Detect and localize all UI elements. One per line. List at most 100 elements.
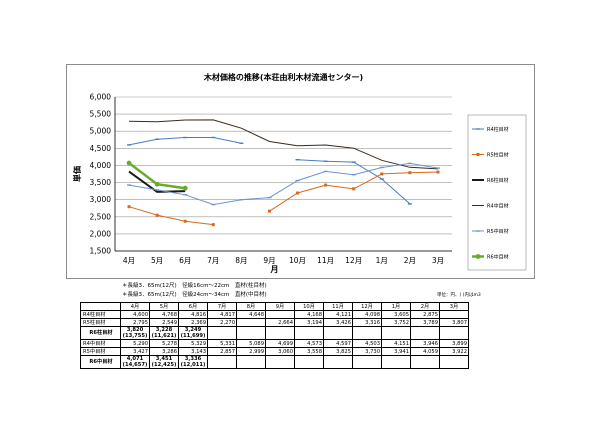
- row-label: R4柱目材: [80, 310, 121, 319]
- table-header-cell: 12月: [352, 302, 382, 311]
- y-tick-label: 2,000: [90, 229, 112, 238]
- table-cell: 3,426: [323, 318, 353, 327]
- series-line-1: [128, 137, 242, 146]
- x-axis-label: 月: [269, 265, 278, 274]
- table-header-cell: 3月: [439, 302, 469, 311]
- data-point: [211, 223, 215, 227]
- table-cell: 2,999: [236, 347, 266, 356]
- x-tick-label: 2月: [404, 256, 416, 265]
- table-cell: [381, 326, 411, 340]
- data-point: [183, 219, 187, 223]
- data-point: [182, 185, 188, 191]
- table-cell: 3,605: [381, 310, 411, 319]
- table-cell: 3,730: [352, 347, 382, 356]
- legend-marker: [476, 153, 480, 156]
- legend-label: R4柱目材: [487, 126, 509, 133]
- row-label: R6中目材: [80, 355, 121, 369]
- table-cell: 4,098: [352, 310, 382, 319]
- table-cell: 4,597: [323, 339, 353, 348]
- row-label: R4中目材: [80, 339, 121, 348]
- table-corner: [80, 302, 121, 311]
- x-tick-label: 9月: [263, 256, 275, 265]
- table-cell: 4,699: [265, 339, 295, 348]
- data-point: [127, 205, 131, 209]
- data-point: [380, 172, 384, 176]
- table-cell: 2,857: [207, 347, 237, 356]
- y-tick-label: 3,000: [90, 195, 112, 204]
- table-cell: [294, 326, 324, 340]
- table-cell: [265, 326, 295, 340]
- x-tick-label: 6月: [179, 256, 191, 265]
- table-cell: [439, 310, 469, 319]
- table-cell: 3,427: [120, 347, 150, 356]
- x-tick-label: 11月: [317, 256, 334, 265]
- table-cell: 3,922: [439, 347, 469, 356]
- table-cell: [323, 355, 353, 369]
- row-label: R5柱目材: [80, 318, 121, 327]
- table-cell: 3,752: [381, 318, 411, 327]
- table-cell: 4,768: [149, 310, 179, 319]
- row-label: R5中目材: [80, 347, 121, 356]
- cell-volume: (11,699): [180, 333, 206, 339]
- table-cell: 3,336 (12,011): [178, 355, 208, 369]
- y-tick-label: 4,500: [90, 144, 112, 153]
- y-axis-label: 単価: [72, 166, 82, 182]
- series-line-2: [128, 206, 214, 226]
- table-body: R4柱目材 4,600 4,768 4,816 4,817 4,648 4,168 4,121…: [80, 310, 469, 369]
- table-cell: 4,121: [323, 310, 353, 319]
- y-tick-label: 2,500: [90, 212, 112, 221]
- table-cell: 3,143: [178, 347, 208, 356]
- table-cell: [352, 326, 382, 340]
- table-cell: 5,089: [236, 339, 266, 348]
- x-tick-label: 4月: [123, 256, 135, 265]
- data-point: [296, 191, 300, 195]
- table-cell: [294, 355, 324, 369]
- x-tick-label: 1月: [376, 256, 388, 265]
- unit-note: 単位：円、( )内はm3: [437, 293, 481, 298]
- legend-box: [467, 114, 527, 271]
- table-row: R6柱目材 3,820 (13,755) 3,228 (11,621) 3,249 (11,…: [80, 326, 469, 340]
- table-header-cell: 4月: [120, 302, 150, 311]
- table-header-cell: 1月: [381, 302, 411, 311]
- table-cell: 3,807: [439, 318, 469, 327]
- table-cell: [207, 326, 237, 340]
- table-cell: 3,789: [410, 318, 440, 327]
- table-cell: 2,795: [120, 318, 150, 327]
- table-row: R6中目材 4,071 (14,657) 3,451 (12,425) 3,336 (12,…: [80, 355, 469, 369]
- table-cell: [236, 355, 266, 369]
- table-cell: [236, 326, 266, 340]
- table-cell: [410, 355, 440, 369]
- table-cell: 4,059: [410, 347, 440, 356]
- table-header-cell: 7月: [207, 302, 237, 311]
- cell-value: 3,451: [155, 356, 173, 362]
- table-cell: 5,331: [207, 339, 237, 348]
- row-label: R6柱目材: [80, 326, 121, 340]
- data-point: [267, 209, 271, 213]
- cell-value: 3,336: [184, 356, 202, 362]
- x-tick-label: 10月: [289, 256, 306, 265]
- table-row: R4柱目材 4,600 4,768 4,816 4,817 4,648 4,168 4,121…: [80, 310, 469, 319]
- legend-label: R4中目材: [487, 203, 509, 210]
- table-cell: 3,825: [323, 347, 353, 356]
- table-cell: [236, 318, 266, 327]
- data-point: [352, 187, 356, 191]
- table-cell: [207, 355, 237, 369]
- table-row: R4中目材 5,290 5,278 5,329 5,331 5,089 4,699 4,573…: [80, 339, 469, 348]
- data-point: [324, 183, 328, 187]
- chart-title: 木材価格の推移(本荘由利木材流通センター): [203, 72, 363, 82]
- table-header-cell: 6月: [178, 302, 208, 311]
- cell-value: 3,820: [126, 327, 144, 333]
- table-cell: 3,451 (12,425): [149, 355, 179, 369]
- table-cell: 4,168: [294, 310, 324, 319]
- table-cell: 4,817: [207, 310, 237, 319]
- y-tick-label: 4,000: [90, 161, 112, 170]
- data-point: [126, 160, 132, 166]
- line-chart: 木材価格の推移(本荘由利木材流通センター) 1,500 2,000 2,500 3,00…: [72, 72, 527, 274]
- table-header-cell: 11月: [323, 302, 353, 311]
- table-cell: [265, 355, 295, 369]
- cell-volume: (11,621): [151, 333, 177, 339]
- table-cell: 3,558: [294, 347, 324, 356]
- table-cell: 3,228 (11,621): [149, 326, 179, 340]
- table-cell: [439, 326, 469, 340]
- table-cell: 2,875: [410, 310, 440, 319]
